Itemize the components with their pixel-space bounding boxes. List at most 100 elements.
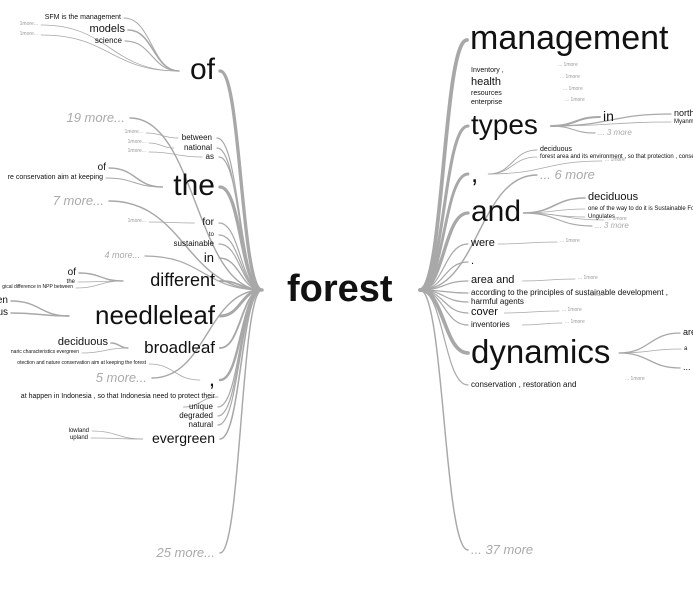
left-word[interactable]: between: [181, 132, 212, 142]
right-subword[interactable]: ... 3 more: [595, 220, 629, 230]
branch-curve: [144, 255, 263, 291]
left-subword[interactable]: us: [0, 306, 8, 318]
right-subword[interactable]: north: [674, 108, 693, 119]
right-subword[interactable]: one of the way to do it is Sustainable F…: [588, 205, 693, 212]
branch-curve: [418, 172, 470, 292]
branch-curve: [523, 208, 586, 214]
left-word[interactable]: degraded: [179, 410, 213, 420]
right-subword[interactable]: deciduous: [540, 146, 572, 154]
right-subword[interactable]: in: [603, 108, 614, 125]
left-word[interactable]: evergreen: [151, 430, 215, 447]
left-word[interactable]: to: [208, 231, 214, 238]
branch-curve: [497, 241, 558, 245]
left-subword[interactable]: naric characteristics evergreen: [10, 349, 79, 356]
left-word[interactable]: natural: [188, 419, 213, 429]
right-subword[interactable]: resources: [471, 90, 502, 98]
left-subword[interactable]: at happen in Indonesia , so that Indones…: [20, 393, 215, 401]
right-word[interactable]: types: [471, 108, 538, 140]
left-subword[interactable]: lowland: [68, 427, 89, 434]
root-word[interactable]: forest: [287, 268, 393, 310]
right-word[interactable]: harmful agents: [471, 296, 524, 306]
branch-curve: [550, 125, 596, 134]
branch-curve: [522, 278, 576, 282]
branch-curve: [419, 289, 469, 386]
right-word[interactable]: dynamics: [471, 332, 611, 370]
collapsed-branch: ... 1more: [585, 292, 605, 299]
right-word[interactable]: cover: [471, 305, 498, 318]
right-subword[interactable]: ...: [683, 362, 691, 373]
right-subword[interactable]: Inventory ,: [471, 67, 504, 75]
right-subword[interactable]: deciduous: [588, 190, 639, 203]
branch-curve: [550, 121, 672, 127]
more-link[interactable]: ... 37 more: [471, 541, 534, 557]
left-subword[interactable]: otection and nature conservation aim at …: [17, 360, 146, 367]
right-word[interactable]: management: [470, 19, 669, 58]
more-link[interactable]: 25 more...: [156, 544, 215, 560]
more-link[interactable]: 19 more...: [66, 109, 125, 125]
collapsed-branch: ... 1more: [607, 216, 627, 223]
left-subword[interactable]: re conservation aim at keeping: [7, 174, 103, 182]
left-subword[interactable]: of: [67, 266, 76, 278]
collapsed-branch: 1more...: [127, 218, 146, 225]
left-subword[interactable]: SFM is the management: [44, 14, 121, 22]
left-subword[interactable]: deciduous: [57, 335, 108, 348]
left-subword[interactable]: science: [94, 35, 122, 45]
right-subword[interactable]: health: [471, 75, 501, 88]
right-word[interactable]: area and: [471, 273, 515, 286]
right-subword[interactable]: enterprise: [471, 99, 503, 107]
collapsed-branch: ... 1more: [625, 376, 645, 383]
left-word[interactable]: as: [205, 151, 214, 161]
right-word[interactable]: ,: [471, 157, 479, 188]
right-subword[interactable]: Myanmar: [674, 118, 693, 125]
right-word[interactable]: and: [471, 194, 522, 228]
right-subword[interactable]: are: [683, 327, 693, 338]
left-word[interactable]: sustainable: [173, 238, 214, 248]
left-subword[interactable]: of: [97, 161, 106, 173]
left-subword[interactable]: models: [89, 22, 125, 35]
branch-curve: [419, 174, 538, 291]
collapsed-branch: 1more...: [19, 31, 38, 38]
branch-curve: [487, 156, 538, 175]
right-subword[interactable]: forest area and its environment , so tha…: [540, 153, 693, 160]
branch-curve: [10, 312, 70, 317]
branch-curve: [418, 211, 470, 292]
right-word[interactable]: according to the principles of sustainab…: [471, 287, 669, 297]
branch-curve: [418, 38, 469, 292]
right-word[interactable]: conservation , restoration and: [471, 379, 577, 389]
branch-curve: [618, 352, 681, 369]
branch-curve: [217, 289, 263, 426]
branch-curve: [40, 24, 180, 72]
more-link[interactable]: 4 more...: [104, 250, 140, 261]
collapsed-branch: 1more...: [124, 129, 143, 136]
left-word[interactable]: needleleaf: [95, 299, 215, 330]
left-word[interactable]: for: [202, 216, 214, 228]
left-word[interactable]: of: [189, 52, 215, 86]
branch-curve: [618, 348, 682, 354]
left-word[interactable]: ,: [208, 365, 215, 391]
left-word[interactable]: unique: [188, 401, 213, 411]
right-subword[interactable]: ... 3 more: [598, 127, 632, 137]
more-link[interactable]: 7 more...: [52, 192, 104, 208]
branch-curve: [110, 342, 129, 349]
branch-curve: [124, 40, 180, 72]
right-word[interactable]: were: [471, 236, 495, 249]
right-word[interactable]: .: [471, 254, 475, 267]
more-link[interactable]: 5 more...: [95, 369, 147, 385]
left-subword[interactable]: upland: [69, 434, 88, 441]
left-word[interactable]: the: [173, 168, 215, 202]
right-subword[interactable]: Ungulates: [588, 213, 616, 220]
branch-curve: [151, 289, 263, 379]
branch-curve: [108, 200, 263, 291]
left-word[interactable]: national: [183, 142, 212, 152]
right-subword[interactable]: a: [684, 345, 688, 352]
left-subword[interactable]: gical difference in NPP between: [2, 284, 73, 291]
more-link[interactable]: ... 6 more: [540, 166, 595, 182]
branch-curve: [503, 310, 560, 314]
left-word[interactable]: different: [150, 270, 215, 291]
left-subword[interactable]: en: [0, 294, 8, 306]
right-word[interactable]: inventories: [471, 319, 510, 329]
left-subword[interactable]: the: [66, 278, 75, 285]
left-word[interactable]: in: [203, 249, 214, 265]
left-word[interactable]: broadleaf: [144, 337, 215, 357]
